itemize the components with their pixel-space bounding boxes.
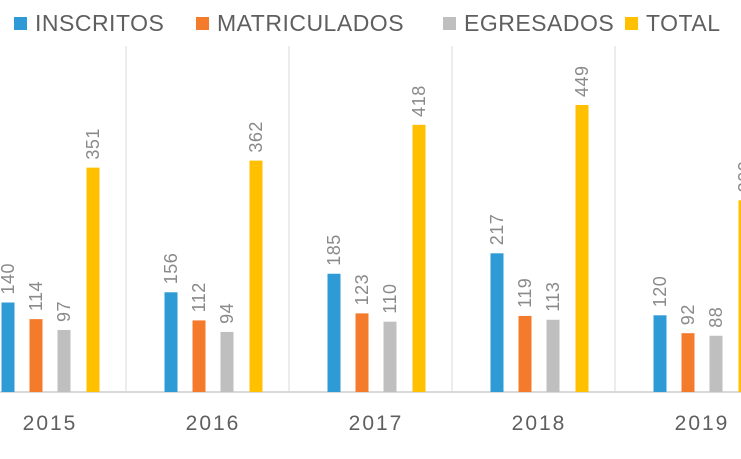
value-label-2019-egresados: 88 <box>706 307 726 328</box>
bar-2017-egresados <box>383 321 397 392</box>
legend-swatch <box>196 16 209 30</box>
value-label-2019-total: 300 <box>735 161 741 193</box>
legend-label: TOTAL <box>646 9 721 36</box>
chart-gridlines <box>0 46 741 393</box>
bar-2017-inscritos <box>327 273 341 392</box>
bar-2015-total <box>86 167 100 392</box>
legend-label: EGRESADOS <box>464 9 615 36</box>
value-label-2017-total: 418 <box>409 85 429 117</box>
value-label-2018-egresados: 113 <box>543 282 563 312</box>
legend-swatch <box>625 16 638 30</box>
bar-2018-total <box>575 105 589 392</box>
bar-2015-egresados <box>57 329 71 392</box>
bar-2016-inscritos <box>164 292 178 392</box>
bar-2015-matriculados <box>29 319 43 392</box>
value-label-2018-inscritos: 217 <box>487 214 507 246</box>
bar-2018-egresados <box>546 319 560 392</box>
bar-2016-matriculados <box>192 320 206 392</box>
value-label-2018-total: 449 <box>572 65 592 97</box>
legend-swatch <box>443 16 456 30</box>
value-label-2019-matriculados: 92 <box>678 304 698 325</box>
bar-2017-total <box>412 124 426 392</box>
legend-item-3: TOTAL <box>625 8 721 38</box>
value-label-2016-total: 362 <box>246 121 266 153</box>
bar-2019-egresados <box>709 335 723 392</box>
legend-item-0: INSCRITOS <box>14 8 164 38</box>
chart-legend: INSCRITOS MATRICULADOS EGRESADOS TOTAL <box>0 8 741 38</box>
legend-label: INSCRITOS <box>35 9 165 36</box>
bar-2019-matriculados <box>681 333 695 392</box>
bar-2016-egresados <box>220 331 234 392</box>
category-axis-labels: 2015 2016 2017 2018 2019 <box>23 412 730 435</box>
bar-2018-inscritos <box>490 253 504 392</box>
value-label-2015-total: 351 <box>83 128 103 160</box>
value-label-2015-inscritos: 140 <box>0 263 18 295</box>
value-label-2017-inscritos: 185 <box>324 234 344 266</box>
category-label-2015: 2015 <box>23 412 78 435</box>
value-label-2015-matriculados: 114 <box>26 281 46 311</box>
bar-2015-inscritos <box>1 302 15 392</box>
value-label-2015-egresados: 97 <box>54 301 74 322</box>
legend-item-1: MATRICULADOS <box>196 8 404 38</box>
value-label-2017-matriculados: 123 <box>352 274 372 306</box>
value-label-2018-matriculados: 119 <box>515 278 535 308</box>
category-label-2017: 2017 <box>349 412 404 435</box>
category-label-2019: 2019 <box>675 412 730 435</box>
bar-2017-matriculados <box>355 313 369 392</box>
value-label-2016-inscritos: 156 <box>161 253 181 285</box>
value-labels: 140 114 97 351 156 112 94 362 185 123 110 418 217 119… <box>0 65 741 327</box>
value-label-2016-egresados: 94 <box>217 303 237 324</box>
legend-item-2: EGRESADOS <box>443 8 614 38</box>
bar-2018-matriculados <box>518 315 532 392</box>
bar-marks <box>1 105 741 392</box>
category-label-2018: 2018 <box>512 412 567 435</box>
category-label-2016: 2016 <box>186 412 241 435</box>
legend-swatch <box>14 16 27 30</box>
legend-label: MATRICULADOS <box>217 9 405 36</box>
bar-2019-inscritos <box>653 315 667 392</box>
bar-2016-total <box>249 160 263 392</box>
value-label-2019-inscritos: 120 <box>650 276 670 308</box>
bar-2019-total <box>738 200 741 392</box>
value-label-2016-matriculados: 112 <box>189 282 209 312</box>
value-label-2017-egresados: 110 <box>380 283 400 313</box>
